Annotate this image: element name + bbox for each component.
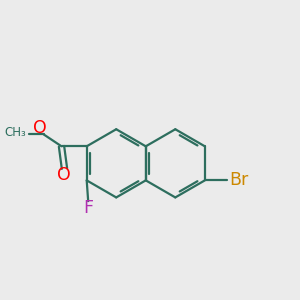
Text: F: F [83, 199, 93, 217]
Text: Br: Br [230, 171, 249, 189]
Text: O: O [57, 166, 71, 184]
Text: CH₃: CH₃ [4, 127, 26, 140]
Text: O: O [33, 119, 47, 137]
